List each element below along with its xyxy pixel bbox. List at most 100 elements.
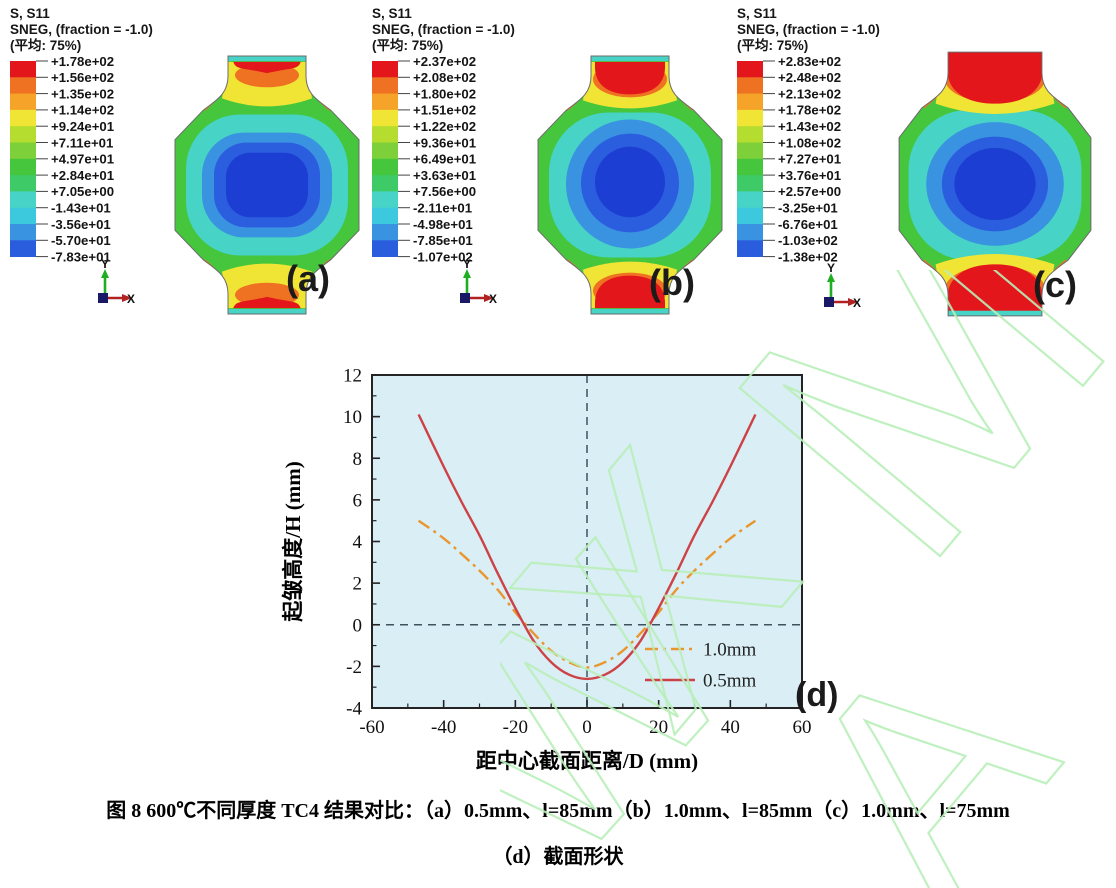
colorbar-tick-label: -7.85e+01 xyxy=(413,233,473,248)
colorbar-tick-label: +1.22e+02 xyxy=(413,119,476,134)
colorbar-swatch xyxy=(10,126,36,143)
colorbar-tick-label: +2.57e+00 xyxy=(778,184,841,199)
averaging-label: (平均: 75%) xyxy=(372,38,444,53)
axis-triad-b: Y X xyxy=(460,257,497,306)
colorbar-tick-label: -6.76e+01 xyxy=(778,217,838,232)
averaging-label: (平均: 75%) xyxy=(737,38,809,53)
field-label: S, S11 xyxy=(737,6,777,21)
x-tick-label: 20 xyxy=(649,717,668,738)
x-tick-label: 40 xyxy=(721,717,740,738)
x-tick-label: -40 xyxy=(431,717,456,738)
cross-section-chart: -60 -40 -20 0 20 40 60 -4 -2 0 2 4 6 8 10 12 距中心截面距离/D (… xyxy=(270,360,890,810)
y-tick-label: 2 xyxy=(353,574,363,595)
colorbar-c: +2.83e+02+2.48e+02+2.13e+02 +1.78e+02+1.4… xyxy=(737,55,841,264)
colorbar-swatch xyxy=(737,109,763,127)
colorbar-swatch xyxy=(737,93,763,111)
y-arrowhead-icon xyxy=(463,269,471,278)
colorbar-tick-label: +1.78e+02 xyxy=(778,103,841,118)
colorbar-tick-label: +2.37e+02 xyxy=(413,55,476,69)
y-tick-label: 12 xyxy=(343,366,362,387)
colorbar-swatch xyxy=(10,158,36,176)
colorbar-swatch xyxy=(10,93,36,111)
x-tick-label: -20 xyxy=(503,717,528,738)
colorbar-swatch xyxy=(372,109,398,127)
output-position-label: SNEG, (fraction = -1.0) xyxy=(372,22,515,37)
output-position-label: SNEG, (fraction = -1.0) xyxy=(10,22,153,37)
contour-plot-c xyxy=(898,51,1092,317)
y-arrowhead-icon xyxy=(101,269,109,278)
colorbar-tick-label: +3.76e+01 xyxy=(778,168,841,183)
colorbar-swatch xyxy=(10,191,36,209)
colorbar-swatch xyxy=(737,142,763,160)
colorbar-swatch xyxy=(737,158,763,176)
colorbar-tick-label: +1.56e+02 xyxy=(51,70,114,85)
panel-label-d: (d) xyxy=(795,676,839,714)
colorbar-swatch xyxy=(372,191,398,209)
colorbar-tick-label: +1.08e+02 xyxy=(778,135,841,150)
y-axis-label: Y xyxy=(827,261,835,275)
colorbar-swatch xyxy=(372,158,398,176)
colorbar-tick-label: +6.49e+01 xyxy=(413,152,476,167)
contour-header-a: S, S11 SNEG, (fraction = -1.0) (平均: 75%) xyxy=(10,6,153,54)
x-arrowhead-icon xyxy=(848,298,858,306)
colorbar-swatch xyxy=(372,175,398,192)
series-line-1.0mm xyxy=(417,519,757,669)
x-axis-label: X xyxy=(853,296,861,310)
colorbar-tick-label: +1.35e+02 xyxy=(51,86,114,101)
figure-caption-line1: 图 8 600℃不同厚度 TC4 结果对比：（a）0.5mm、l=85mm（b）… xyxy=(106,800,1010,822)
colorbar-tick-label: +1.51e+02 xyxy=(413,103,476,118)
colorbar-swatch xyxy=(737,175,763,192)
x-tick-label: 60 xyxy=(793,717,812,738)
colorbar-tick-label: -5.70e+01 xyxy=(51,233,111,248)
x-axis-title: 距中心截面距离/D (mm) xyxy=(476,749,698,773)
z-origin-icon xyxy=(824,297,834,307)
colorbar-swatch xyxy=(372,126,398,143)
y-tick-label: -2 xyxy=(346,657,362,678)
colorbar-swatch xyxy=(737,191,763,209)
colorbar-tick-label: +9.36e+01 xyxy=(413,135,476,150)
colorbar-tick-label: +2.08e+02 xyxy=(413,70,476,85)
colorbar-tick-label: +7.11e+01 xyxy=(51,135,113,150)
y-axis-label: Y xyxy=(463,257,471,271)
colorbar-tick-label: -4.98e+01 xyxy=(413,217,473,232)
field-label: S, S11 xyxy=(372,6,412,21)
y-axis-label: Y xyxy=(101,257,109,271)
y-tick-label: 0 xyxy=(353,615,363,636)
colorbar-swatch xyxy=(737,224,763,241)
panel-label-a: (a) xyxy=(286,258,330,299)
colorbar-swatch xyxy=(10,142,36,160)
colorbar-tick-label: -3.56e+01 xyxy=(51,217,111,232)
colorbar-tick-label: +1.80e+02 xyxy=(413,86,476,101)
x-arrowhead-icon xyxy=(122,294,132,302)
colorbar-a: +1.78e+02+1.56e+02+1.35e+02 +1.14e+02+9.2… xyxy=(10,55,114,264)
y-tick-label: 8 xyxy=(353,449,363,470)
y-tick-label: 10 xyxy=(343,407,362,428)
colorbar-tick-label: +2.84e+01 xyxy=(51,168,114,183)
colorbar-tick-label: +2.48e+02 xyxy=(778,70,841,85)
y-tick-label: -4 xyxy=(346,699,362,720)
y-arrowhead-icon xyxy=(827,273,835,282)
contour-header-b: S, S11 SNEG, (fraction = -1.0) (平均: 75%) xyxy=(372,6,515,54)
colorbar-swatch xyxy=(10,109,36,127)
colorbar-swatch xyxy=(10,240,36,257)
axis-triad-a: Y X xyxy=(98,257,135,306)
panel-label-c: (c) xyxy=(1033,264,1077,305)
field-label: S, S11 xyxy=(10,6,50,21)
x-axis-label: X xyxy=(489,292,497,306)
z-origin-icon xyxy=(98,293,108,303)
colorbar-tick-label: +7.56e+00 xyxy=(413,184,476,199)
colorbar-swatch xyxy=(10,175,36,192)
legend-label: 0.5mm xyxy=(703,671,757,692)
y-axis-title: 起皱高度/H (mm) xyxy=(281,461,305,622)
colorbar-tick-label: +1.43e+02 xyxy=(778,119,841,134)
colorbar-swatch xyxy=(372,224,398,241)
contour-plot-b xyxy=(537,55,723,315)
colorbar-swatch xyxy=(10,207,36,225)
colorbar-swatch xyxy=(10,224,36,241)
colorbar-swatch xyxy=(737,126,763,143)
colorbar-swatch xyxy=(372,142,398,160)
legend-label: 1.0mm xyxy=(703,640,757,661)
averaging-label: (平均: 75%) xyxy=(10,38,82,53)
